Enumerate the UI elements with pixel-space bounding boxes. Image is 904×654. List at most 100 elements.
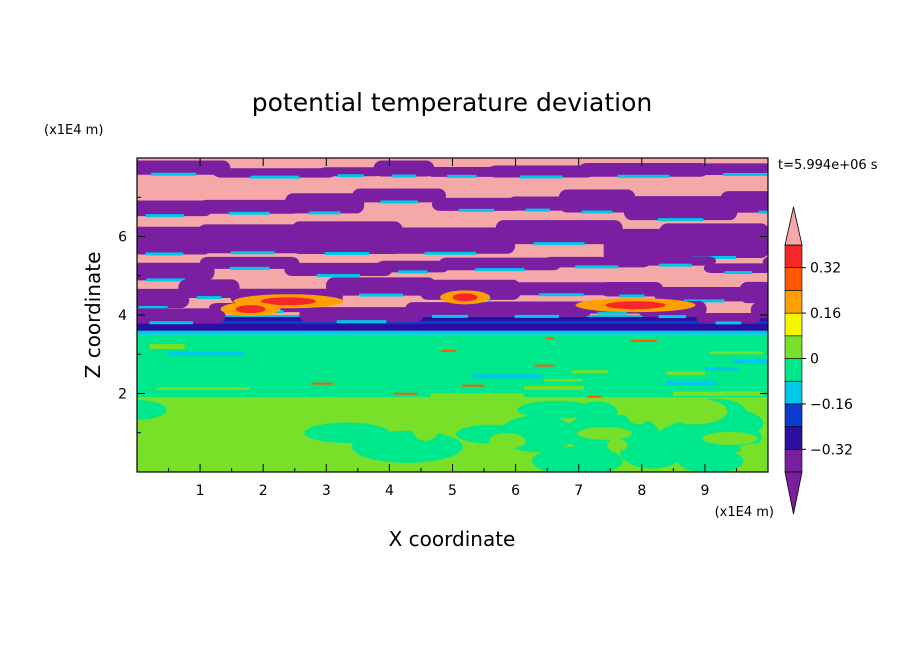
warm-streak <box>587 395 602 398</box>
edge-streak <box>316 274 361 278</box>
cold-streak <box>373 160 435 177</box>
cold-streak <box>600 282 664 297</box>
eddy-cool <box>304 422 390 444</box>
cold-streak <box>505 282 617 296</box>
cold-streak <box>703 263 768 274</box>
cold-streak <box>376 260 450 273</box>
warm-streak <box>441 349 457 352</box>
x-axis: 1 2 3 4 5 6 7 8 9 <box>168 158 737 499</box>
edge-streak <box>617 174 670 178</box>
y-unit-label: (x1E4 m) <box>44 123 103 138</box>
edge-streak <box>447 174 477 178</box>
cold-streak <box>291 221 403 254</box>
cold-streak <box>137 262 215 281</box>
edge-streak <box>424 251 477 255</box>
cold-streak <box>405 302 495 317</box>
cold-streak <box>137 308 226 324</box>
edge-streak <box>431 314 468 318</box>
cold-streak <box>137 160 231 175</box>
cold-streak <box>198 199 301 214</box>
edge-streak <box>575 265 619 269</box>
warm-core <box>605 301 666 310</box>
x-tick-label: 8 <box>637 483 646 499</box>
cold-streak <box>481 301 593 317</box>
cold-streak <box>750 302 768 319</box>
cold-streak <box>578 162 709 177</box>
x-tick-label: 3 <box>322 483 331 499</box>
y-tick-label: 2 <box>118 387 127 403</box>
edge-streak <box>882 318 904 321</box>
field-layer-middle <box>137 334 768 398</box>
edge-streak <box>336 320 387 324</box>
edge-streak <box>514 314 559 318</box>
x-tick-label: 4 <box>385 483 394 499</box>
streak <box>733 358 768 364</box>
warm-core <box>235 305 266 314</box>
edge-streak <box>658 263 692 267</box>
edge-streak <box>151 172 197 176</box>
streak <box>704 367 740 371</box>
edge-streak <box>715 321 742 325</box>
streak <box>149 344 185 349</box>
cold-streak <box>558 189 636 213</box>
y-axis-label: Z coordinate <box>81 252 105 379</box>
cold-streak <box>634 256 717 266</box>
colorbar-label: −0.32 <box>810 442 853 458</box>
cold-streak <box>431 197 521 211</box>
cold-streak <box>284 262 393 277</box>
streak <box>666 371 706 375</box>
time-label: t=5.994e+06 s <box>778 158 878 173</box>
cold-streak <box>326 277 437 296</box>
streak <box>430 393 524 398</box>
edge-streak <box>684 299 725 303</box>
warm-streak <box>462 384 485 387</box>
y-axis: 2 4 6 <box>118 196 768 434</box>
cold-streak <box>603 228 670 263</box>
edge-streak <box>525 208 550 212</box>
x-unit-label: (x1E4 m) <box>715 505 774 520</box>
cold-streak <box>137 200 213 217</box>
streak <box>524 386 584 390</box>
colorbar-bin <box>784 380 803 405</box>
eddy-warm <box>739 442 768 454</box>
edge-streak <box>519 175 563 179</box>
inversion-band-mid <box>137 320 768 324</box>
colorbar-label: −0.16 <box>810 397 853 413</box>
cold-streak <box>197 224 309 254</box>
colorbar-bin <box>784 335 803 359</box>
colorbar-bin <box>784 426 803 450</box>
eddy-cool <box>677 448 744 472</box>
edge-streak <box>391 174 417 178</box>
colorbar-bin <box>784 312 803 337</box>
eddy-cool <box>360 433 426 462</box>
eddy-warm <box>577 426 632 440</box>
y-tick-label: 4 <box>118 308 127 324</box>
colorbar-extend-bottom <box>784 471 803 515</box>
edge-streak <box>230 251 275 255</box>
x-tick-label: 1 <box>196 483 205 499</box>
edge-streak <box>250 175 300 179</box>
cold-streak <box>495 220 623 245</box>
edge-streak <box>657 218 704 222</box>
edge-streak <box>145 214 184 218</box>
edge-streak <box>229 266 270 270</box>
cold-streak <box>653 287 755 302</box>
streak <box>156 387 251 390</box>
eddy-cool <box>532 446 623 472</box>
cold-streak <box>385 227 516 254</box>
edge-streak <box>398 270 428 274</box>
cold-streak <box>137 226 212 255</box>
edge-streak <box>879 181 904 184</box>
edge-streak <box>458 208 495 212</box>
streak <box>544 378 583 382</box>
cold-streak <box>855 256 904 272</box>
edge-streak <box>145 252 184 256</box>
x-tick-label: 2 <box>259 483 268 499</box>
cold-streak <box>762 256 768 268</box>
colorbar-label: 0.16 <box>810 306 841 322</box>
edge-streak <box>877 270 904 273</box>
edge-streak <box>597 311 627 315</box>
colorbar-bin <box>784 244 803 269</box>
colorbar-extend-top <box>784 206 803 246</box>
edge-streak <box>359 293 404 297</box>
